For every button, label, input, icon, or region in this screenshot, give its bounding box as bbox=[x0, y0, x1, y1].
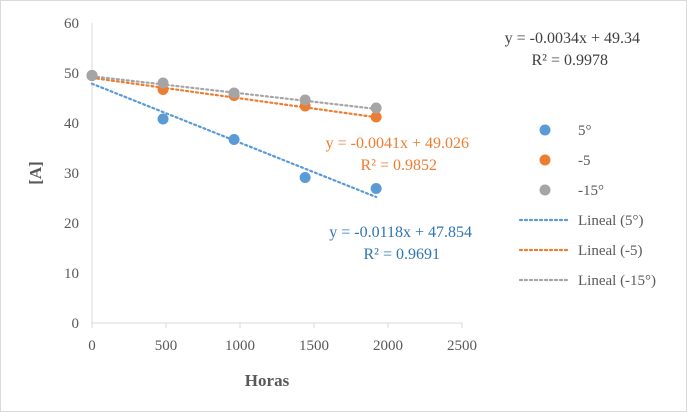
x-tick-label: 1000 bbox=[225, 338, 255, 354]
data-point-series-2 bbox=[228, 87, 240, 99]
data-point-series-2 bbox=[86, 70, 98, 81]
y-axis-ticks: 0 10 20 30 40 50 60 bbox=[64, 16, 79, 332]
trendline-equation: y = -0.0041x + 49.026 bbox=[326, 135, 469, 152]
x-tick-label: 500 bbox=[155, 338, 178, 354]
data-points bbox=[86, 70, 382, 194]
trendline-r2: R² = 0.9978 bbox=[532, 52, 609, 69]
trendline-equations: y = -0.0118x + 47.854 R² = 0.9691 y = -0.0… bbox=[326, 30, 640, 263]
trendline-1 bbox=[90, 76, 378, 119]
legend: 5° -5 -15° Lineal (5°) Lineal (-5) Lineal (-1… bbox=[518, 123, 656, 289]
x-tick-label: 2000 bbox=[373, 338, 403, 354]
legend-label: 5° bbox=[578, 123, 592, 139]
data-point-series-0 bbox=[228, 134, 240, 145]
legend-label: -5 bbox=[578, 153, 591, 169]
data-point-series-1 bbox=[370, 111, 382, 123]
y-tick-label: 30 bbox=[64, 166, 79, 182]
x-tick-label: 1500 bbox=[299, 338, 329, 354]
data-point-series-2 bbox=[370, 102, 382, 114]
trendline-r2: R² = 0.9691 bbox=[364, 246, 441, 263]
trendline-equation: y = -0.0118x + 47.854 bbox=[329, 224, 472, 241]
trendline-equation: y = -0.0034x + 49.34 bbox=[505, 30, 640, 47]
legend-label: Lineal (5°) bbox=[578, 213, 644, 229]
trendline-r2: R² = 0.9852 bbox=[361, 157, 438, 174]
y-tick-label: 10 bbox=[64, 266, 79, 282]
x-axis-ticks: 0 500 1000 1500 2000 2500 bbox=[88, 323, 477, 354]
legend-marker-1 bbox=[539, 154, 551, 166]
data-point-series-2 bbox=[157, 77, 169, 89]
y-tick-label: 40 bbox=[64, 116, 79, 132]
legend-label: Lineal (-5) bbox=[578, 243, 643, 259]
y-axis-title: [A] bbox=[26, 161, 45, 185]
data-point-series-2 bbox=[299, 94, 311, 106]
legend-label: -15° bbox=[578, 183, 604, 199]
x-tick-label: 2500 bbox=[447, 338, 477, 354]
y-tick-label: 50 bbox=[64, 66, 79, 82]
data-point-series-0 bbox=[370, 183, 382, 194]
legend-marker-0 bbox=[539, 124, 551, 136]
data-point-series-0 bbox=[299, 172, 311, 183]
y-tick-label: 60 bbox=[64, 16, 79, 32]
x-axis-title: Horas bbox=[245, 371, 290, 390]
data-point-series-0 bbox=[157, 113, 169, 125]
legend-marker-2 bbox=[539, 184, 551, 196]
legend-label: Lineal (-15°) bbox=[578, 273, 656, 289]
y-tick-label: 0 bbox=[72, 316, 80, 332]
y-tick-label: 20 bbox=[64, 216, 79, 232]
x-tick-label: 0 bbox=[88, 338, 96, 354]
